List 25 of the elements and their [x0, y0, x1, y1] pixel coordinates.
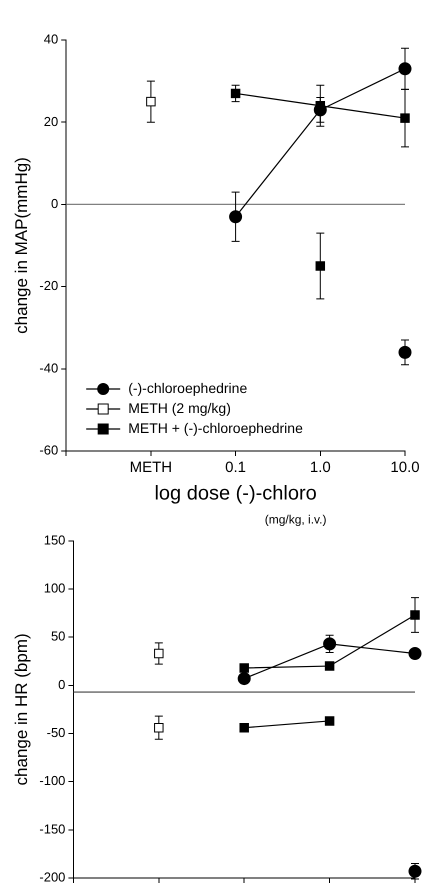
y-tick-label: 20 — [44, 114, 58, 129]
y-tick-label: 0 — [50, 196, 58, 211]
y-axis-title: change in MAP(mmHg) — [12, 157, 31, 334]
legend-label: METH (2 mg/kg) — [128, 400, 231, 416]
y-tick-label: -60 — [39, 442, 58, 458]
x-tick-label: 10.0 — [390, 459, 420, 476]
legend-label: (-)-chloroephedrine — [128, 380, 248, 396]
legend-label: METH + (-)-chloroephedrine — [128, 420, 304, 436]
y-tick-label: -40 — [39, 360, 58, 376]
text: (mg/kg, i.v.) — [264, 512, 326, 526]
y-tick-label: 150 — [44, 532, 66, 548]
y-tick-label: -100 — [39, 773, 66, 788]
y-tick-label: -200 — [39, 870, 66, 885]
x-tick-label: 1.0 — [310, 459, 331, 476]
y-tick-label: 50 — [50, 628, 66, 644]
y-tick-label: 40 — [44, 32, 58, 47]
y-tick-label: -50 — [46, 725, 66, 740]
y-tick-label: -150 — [39, 821, 66, 836]
y-axis-title: change in HR (bpm) — [12, 633, 31, 786]
x-axis-title: log dose (-)-chloro — [154, 482, 317, 505]
y-tick-label: 100 — [44, 580, 66, 596]
x-tick-label: 0.1 — [225, 459, 246, 476]
x-tick-label: METH — [130, 459, 172, 476]
y-tick-label: 0 — [58, 676, 66, 692]
y-tick-label: -20 — [39, 278, 58, 294]
